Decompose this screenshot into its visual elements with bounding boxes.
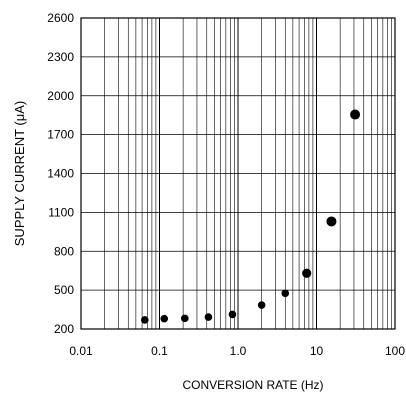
x-axis-label: CONVERSION RATE (Hz): [182, 378, 323, 392]
data-point: [228, 310, 237, 319]
plot-frame: [80, 17, 396, 330]
y-tick-label: 1700: [47, 128, 74, 142]
y-tick-label: 200: [54, 322, 74, 336]
x-tick-label: 10: [310, 344, 324, 358]
x-tick-label: 1.0: [230, 344, 247, 358]
y-tick-label: 500: [54, 283, 74, 297]
y-axis-label: SUPPLY CURRENT (μA): [12, 101, 27, 246]
data-point: [326, 216, 337, 227]
data-points: [141, 109, 361, 324]
y-tick-label: 2600: [47, 11, 74, 25]
y-tick-labels: 200 500 800 1100 1400 1700 2000 2300 2600: [47, 11, 74, 336]
data-point: [350, 109, 361, 120]
data-point: [180, 314, 189, 323]
y-tick-label: 800: [54, 244, 74, 258]
y-tick-label: 1400: [47, 167, 74, 181]
y-tick-label: 1100: [48, 205, 74, 219]
x-tick-labels: 0.01 0.1 1.0 10 100: [69, 344, 405, 358]
data-point: [302, 268, 312, 278]
y-tick-label: 2000: [47, 89, 74, 103]
x-tick-label: 0.01: [69, 344, 93, 358]
data-point: [160, 314, 169, 323]
data-point: [141, 316, 149, 324]
data-point: [257, 301, 266, 309]
x-tick-label: 0.1: [151, 344, 168, 358]
data-point: [204, 313, 213, 321]
grid: [80, 17, 396, 330]
x-tick-label: 100: [385, 344, 405, 358]
y-tick-label: 2300: [47, 50, 74, 64]
data-point: [281, 289, 290, 298]
